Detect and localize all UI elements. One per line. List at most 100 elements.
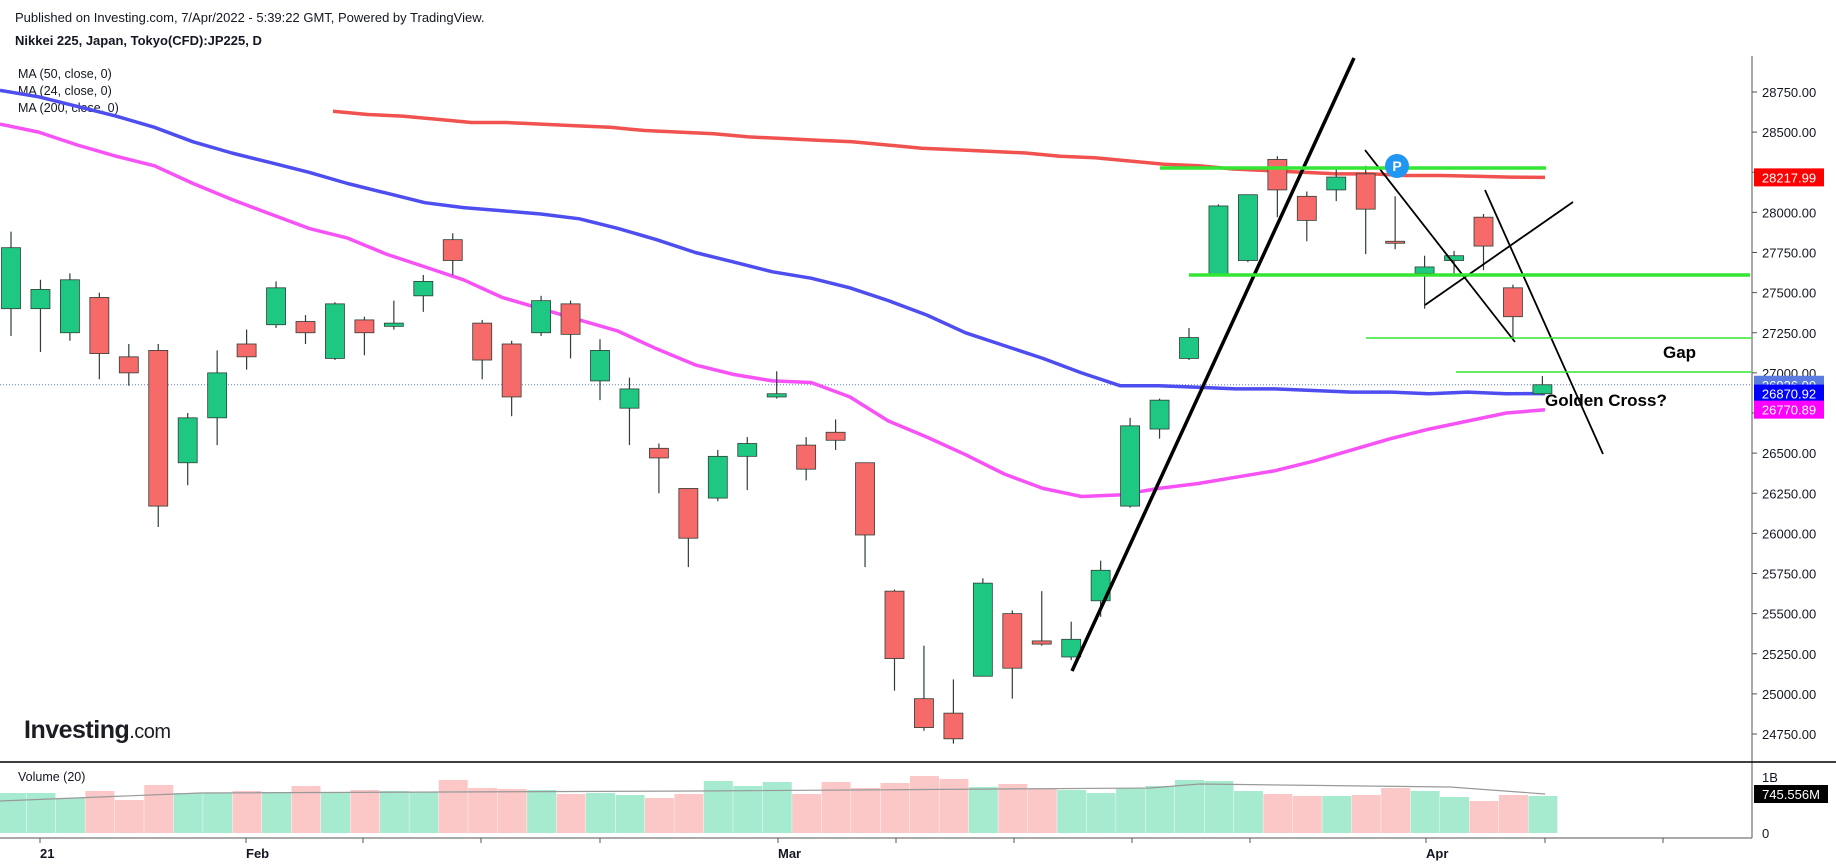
candle-body: [1179, 337, 1199, 359]
trendline-bold: [1070, 57, 1356, 672]
volume-bar: [1381, 788, 1411, 833]
candle-body: [1120, 425, 1140, 507]
candle-body: [796, 444, 817, 470]
candle-body: [354, 319, 375, 334]
candle-body: [295, 321, 316, 334]
y-tick-label: 25000.00: [1762, 687, 1816, 702]
candle-body: [236, 343, 257, 358]
candle-body: [1414, 266, 1435, 274]
y-tick-label: 27250.00: [1762, 326, 1816, 341]
candle-body: [30, 289, 51, 310]
gap-annotation: Gap: [1663, 343, 1696, 362]
candle-body: [766, 393, 787, 398]
volume-bar: [1263, 794, 1293, 833]
published-caption: Published on Investing.com, 7/Apr/2022 -…: [15, 10, 485, 25]
price-badge-label: 26770.89: [1762, 403, 1816, 418]
y-tick-label: 25500.00: [1762, 607, 1816, 622]
candle-body: [914, 698, 934, 728]
candle-body: [1503, 287, 1523, 318]
volume-bar: [173, 793, 203, 833]
ma24-line: [0, 122, 1546, 499]
candle-body: [472, 322, 493, 361]
candle-body: [383, 322, 404, 327]
y-tick-label: 24750.00: [1762, 727, 1816, 742]
volume-bar: [998, 784, 1028, 833]
volume-bar: [851, 788, 881, 833]
ma24-label[interactable]: MA (24, close, 0): [18, 84, 112, 98]
y-tick-label: 26500.00: [1762, 446, 1816, 461]
trendline-1: [1364, 149, 1516, 343]
candle-body: [325, 303, 345, 359]
volume-bar: [1322, 796, 1352, 833]
volume-bar: [1528, 796, 1558, 833]
volume-tick-0: 0: [1762, 826, 1769, 841]
x-tick-label: Feb: [246, 846, 269, 861]
candle-body: [89, 297, 110, 355]
volume-bar: [644, 798, 674, 833]
volume-bar: [291, 786, 321, 833]
volume-bar: [1469, 801, 1499, 833]
volume-bar: [586, 793, 615, 833]
volume-bar: [1292, 796, 1322, 833]
candle-body: [678, 488, 699, 539]
volume-bar: [1116, 788, 1146, 833]
candle-body: [266, 287, 286, 326]
golden-cross-annotation: Golden Cross?: [1545, 391, 1667, 410]
ma200-line: [332, 109, 1546, 180]
volume-bar: [497, 789, 527, 833]
volume-label[interactable]: Volume (20): [18, 770, 86, 784]
candle-body: [1238, 194, 1258, 261]
candle-body: [884, 590, 905, 659]
y-tick-label: 27750.00: [1762, 246, 1816, 261]
y-tick-label: 28750.00: [1762, 85, 1816, 100]
candle-body: [1385, 240, 1406, 244]
investing-logo: Investing.com: [24, 716, 171, 745]
volume-bar: [379, 791, 409, 833]
volume-bar: [880, 783, 910, 833]
volume-bar: [556, 794, 586, 833]
volume-tick-1b: 1B: [1762, 770, 1778, 785]
volume-bar: [1233, 791, 1263, 833]
y-tick-label: 28500.00: [1762, 125, 1816, 140]
y-tick-label: 25750.00: [1762, 567, 1816, 582]
price-badge: [1754, 168, 1824, 187]
ma50-line: [0, 88, 1546, 396]
logo-suffix: .com: [129, 721, 171, 743]
volume-bar: [232, 791, 262, 833]
y-tick-label: 26000.00: [1762, 526, 1816, 541]
symbol-title: Nikkei 225, Japan, Tokyo(CFD):JP225, D: [15, 33, 262, 48]
volume-bar: [703, 781, 733, 833]
volume-bar: [792, 794, 822, 833]
candle-body: [1473, 216, 1494, 247]
volume-bar: [527, 790, 557, 833]
volume-bar: [1175, 780, 1204, 833]
trendline-3: [1484, 189, 1604, 455]
price-badge: [1754, 384, 1824, 403]
volume-badge-label: 745.556M: [1762, 787, 1820, 802]
volume-bar: [144, 785, 174, 833]
volume-bar: [1057, 790, 1087, 833]
price-badge: [1754, 400, 1824, 419]
candle-body: [1444, 255, 1464, 261]
volume-bar: [674, 794, 704, 833]
volume-bar: [1027, 789, 1057, 833]
indicator-legend: MA (50, close, 0) MA (24, close, 0) MA (…: [18, 66, 119, 117]
volume-bar: [0, 793, 26, 833]
x-tick-label: Mar: [778, 846, 801, 861]
logo-text: Investing: [24, 716, 130, 744]
volume-bar: [762, 782, 792, 833]
volume-bar: [1204, 781, 1234, 833]
x-tick-label: Apr: [1426, 846, 1448, 861]
volume-bar: [1410, 791, 1440, 833]
volume-bar: [409, 792, 439, 833]
volume-bar: [939, 779, 969, 833]
candle-body: [619, 388, 640, 409]
candle-body: [1532, 384, 1553, 395]
candle-body: [1149, 399, 1170, 430]
ma50-label[interactable]: MA (50, close, 0): [18, 67, 112, 81]
candle-body: [148, 350, 169, 507]
candle-body: [1296, 195, 1317, 221]
y-tick-label: 28000.00: [1762, 205, 1816, 220]
candle-body: [501, 343, 522, 398]
